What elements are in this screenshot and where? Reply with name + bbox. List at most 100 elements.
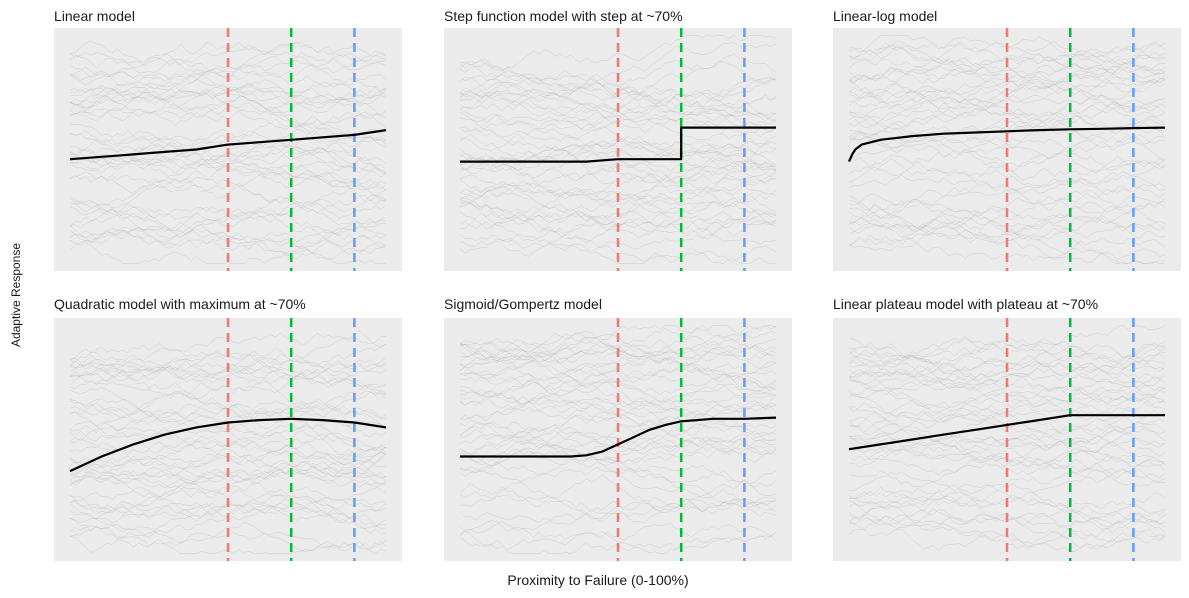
trajectory-line	[459, 82, 777, 109]
trajectory-line	[459, 414, 777, 436]
trajectory-line	[69, 201, 387, 243]
trajectory-line	[459, 336, 777, 371]
model-curve	[460, 126, 776, 163]
trajectory-line	[848, 143, 1166, 169]
trajectory-line	[848, 470, 1166, 519]
trajectory-line	[848, 99, 1166, 132]
trajectory-line	[848, 176, 1166, 220]
panel-linear-log	[833, 28, 1181, 271]
trajectory-line	[459, 87, 777, 122]
trajectory-line	[69, 354, 387, 419]
trajectory-line	[848, 366, 1166, 401]
trajectory-line	[69, 96, 387, 127]
panel-sigmoid	[444, 318, 792, 561]
panel-linear	[54, 28, 402, 271]
trajectory-line	[459, 241, 777, 264]
trajectory-line	[459, 372, 777, 412]
trajectory-line	[848, 101, 1166, 144]
model-curve	[460, 416, 777, 458]
trajectory-line	[69, 456, 387, 483]
x-axis-label: Proximity to Failure (0-100%)	[507, 572, 689, 588]
trajectory-line	[848, 40, 1166, 69]
trajectory-line	[459, 343, 777, 392]
trajectory-line	[848, 132, 1166, 161]
trajectory-line	[848, 343, 1166, 396]
trajectory-line	[848, 44, 1166, 67]
trajectory-line	[848, 104, 1166, 135]
trajectory-line	[69, 362, 387, 396]
trajectory-line	[69, 223, 386, 251]
trajectory-line	[459, 366, 777, 406]
trajectory-line	[848, 484, 1166, 530]
trajectory-line	[848, 70, 1166, 108]
trajectory-line	[69, 336, 387, 364]
trajectory-line	[848, 444, 1166, 473]
trajectory-line	[69, 122, 387, 147]
trajectory-line	[459, 390, 777, 413]
trajectory-line	[69, 225, 387, 257]
trajectory-line	[848, 439, 1166, 491]
model-curve	[847, 126, 1166, 163]
model-curve	[69, 417, 387, 473]
trajectory-line	[848, 395, 1166, 433]
trajectory-line	[69, 494, 387, 532]
trajectory-line	[848, 42, 1166, 85]
trajectory-line	[848, 337, 1166, 366]
panel-title-linear-plateau: Linear plateau model with plateau at ~70…	[833, 296, 1099, 312]
trajectory-line	[459, 86, 777, 122]
trajectory-line	[69, 398, 387, 429]
trajectory-line	[848, 75, 1166, 107]
model-curve	[848, 414, 1165, 451]
trajectory-line	[459, 418, 777, 454]
trajectory-line	[848, 95, 1166, 130]
trajectory-line	[69, 387, 387, 461]
trajectory-line	[459, 337, 777, 371]
panel-title-quadratic: Quadratic model with maximum at ~70%	[54, 296, 306, 312]
trajectory-line	[459, 449, 777, 488]
trajectory-line	[69, 411, 387, 451]
trajectory-line	[69, 133, 387, 189]
trajectory-line	[848, 166, 1166, 188]
trajectory-line	[459, 324, 777, 357]
panel-linear-plateau	[833, 318, 1181, 561]
trajectory-line	[459, 523, 777, 551]
model-curve	[69, 129, 387, 161]
trajectory-line	[848, 98, 1166, 149]
trajectory-line	[69, 73, 387, 117]
trajectory-line	[459, 98, 777, 141]
trajectory-line	[848, 361, 1166, 392]
trajectory-line	[848, 350, 1166, 391]
trajectory-line	[459, 112, 777, 137]
trajectory-line	[459, 174, 777, 212]
trajectory-line	[848, 160, 1166, 209]
trajectory-line	[848, 502, 1166, 553]
trajectory-line	[69, 219, 387, 264]
trajectory-line	[69, 364, 387, 400]
trajectory-line	[848, 57, 1166, 88]
trajectory-line	[848, 360, 1166, 416]
trajectory-line	[459, 34, 777, 70]
panel-title-step: Step function model with step at ~70%	[444, 8, 683, 24]
trajectory-line	[459, 449, 777, 508]
trajectory-line	[69, 211, 387, 247]
trajectory-line	[69, 389, 387, 421]
trajectory-line	[459, 401, 777, 422]
trajectory-line	[69, 52, 387, 83]
trajectory-line	[69, 517, 387, 554]
panel-title-linear-log: Linear-log model	[833, 8, 938, 24]
trajectory-line	[459, 520, 777, 549]
panel-step	[444, 28, 792, 271]
trajectory-line	[459, 166, 777, 197]
trajectory-line	[459, 423, 777, 455]
trajectory-line	[848, 81, 1166, 118]
trajectory-line	[848, 325, 1166, 384]
panel-quadratic	[54, 318, 402, 561]
trajectory-line	[459, 161, 777, 201]
y-axis-label: Adaptive Response	[9, 242, 23, 348]
trajectory-line	[69, 448, 387, 485]
trajectory-line	[848, 193, 1166, 230]
trajectory-line	[848, 185, 1166, 248]
trajectory-line	[459, 148, 777, 215]
trajectory-line	[459, 345, 777, 369]
